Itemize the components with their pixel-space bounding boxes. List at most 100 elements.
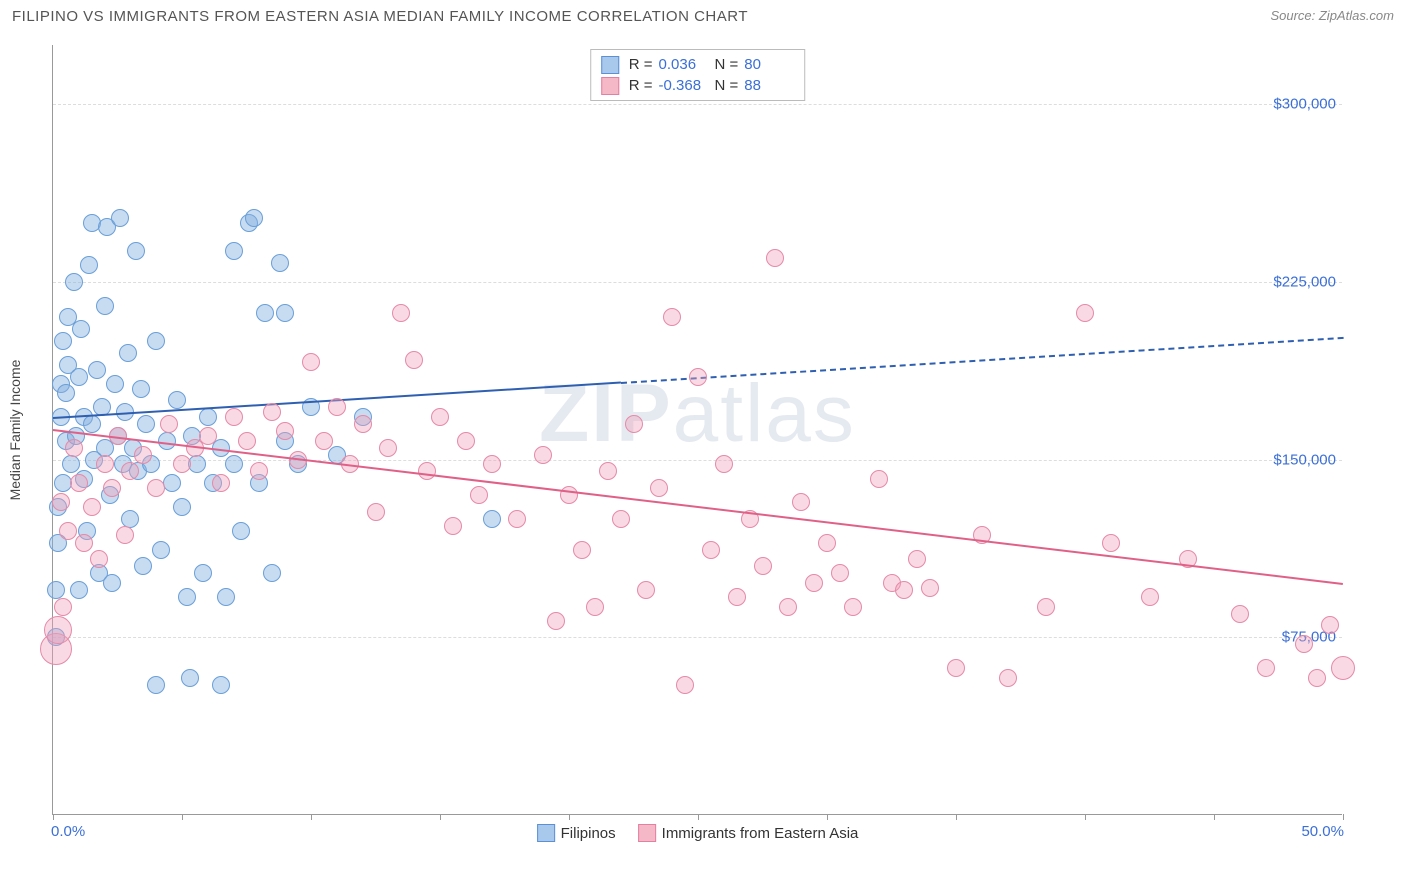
data-point	[1231, 605, 1249, 623]
trend-line-dashed	[621, 336, 1344, 383]
data-point	[245, 209, 263, 227]
data-point	[163, 474, 181, 492]
x-tick	[827, 814, 828, 820]
data-point	[908, 550, 926, 568]
data-point	[302, 353, 320, 371]
data-point	[75, 534, 93, 552]
correlation-stats-box: R = 0.036 N = 80R = -0.368 N = 88	[590, 49, 806, 101]
data-point	[152, 541, 170, 559]
data-point	[921, 579, 939, 597]
data-point	[379, 439, 397, 457]
data-point	[1257, 659, 1275, 677]
data-point	[127, 242, 145, 260]
data-point	[1102, 534, 1120, 552]
data-point	[72, 320, 90, 338]
data-point	[173, 498, 191, 516]
scatter-chart: Median Family Income ZIPatlas R = 0.036 …	[52, 45, 1342, 815]
data-point	[70, 474, 88, 492]
data-point	[70, 368, 88, 386]
data-point	[831, 564, 849, 582]
series-legend: Filipinos Immigrants from Eastern Asia	[537, 824, 859, 842]
gridline-horizontal	[53, 637, 1342, 638]
data-point	[818, 534, 836, 552]
data-point	[663, 308, 681, 326]
x-tick	[956, 814, 957, 820]
data-point	[96, 297, 114, 315]
data-point	[199, 408, 217, 426]
data-point	[47, 581, 65, 599]
x-axis-start-label: 0.0%	[51, 823, 85, 840]
data-point	[121, 462, 139, 480]
legend-label: Immigrants from Eastern Asia	[662, 825, 859, 842]
legend-item: Immigrants from Eastern Asia	[638, 824, 859, 842]
x-tick	[569, 814, 570, 820]
legend-item: Filipinos	[537, 824, 616, 842]
data-point	[276, 422, 294, 440]
data-point	[132, 380, 150, 398]
data-point	[178, 588, 196, 606]
data-point	[431, 408, 449, 426]
data-point	[354, 415, 372, 433]
data-point	[470, 486, 488, 504]
data-point	[689, 368, 707, 386]
data-point	[54, 332, 72, 350]
stats-row: R = 0.036 N = 80	[601, 54, 795, 75]
data-point	[1076, 304, 1094, 322]
data-point	[1037, 598, 1055, 616]
data-point	[444, 517, 462, 535]
data-point	[870, 470, 888, 488]
x-tick	[440, 814, 441, 820]
data-point	[59, 522, 77, 540]
data-point	[181, 669, 199, 687]
trend-line-solid	[53, 429, 1343, 585]
data-point	[405, 351, 423, 369]
x-tick	[1214, 814, 1215, 820]
data-point	[263, 403, 281, 421]
data-point	[367, 503, 385, 521]
data-point	[225, 408, 243, 426]
data-point	[676, 676, 694, 694]
y-tick-label: $300,000	[1273, 96, 1336, 113]
data-point	[70, 581, 88, 599]
data-point	[328, 398, 346, 416]
data-point	[534, 446, 552, 464]
data-point	[599, 462, 617, 480]
data-point	[779, 598, 797, 616]
data-point	[199, 427, 217, 445]
data-point	[263, 564, 281, 582]
stats-swatch	[601, 56, 619, 74]
data-point	[392, 304, 410, 322]
data-point	[65, 273, 83, 291]
data-point	[194, 564, 212, 582]
gridline-horizontal	[53, 104, 1342, 105]
source-attribution: Source: ZipAtlas.com	[1270, 8, 1394, 23]
data-point	[44, 616, 72, 644]
data-point	[895, 581, 913, 599]
x-tick	[53, 814, 54, 820]
data-point	[121, 510, 139, 528]
gridline-horizontal	[53, 282, 1342, 283]
data-point	[702, 541, 720, 559]
data-point	[1331, 656, 1355, 680]
data-point	[168, 391, 186, 409]
data-point	[65, 439, 83, 457]
data-point	[147, 332, 165, 350]
x-tick	[698, 814, 699, 820]
data-point	[80, 256, 98, 274]
data-point	[147, 479, 165, 497]
data-point	[271, 254, 289, 272]
data-point	[250, 462, 268, 480]
y-tick-label: $150,000	[1273, 451, 1336, 468]
data-point	[90, 550, 108, 568]
data-point	[225, 455, 243, 473]
data-point	[57, 384, 75, 402]
data-point	[586, 598, 604, 616]
x-tick	[182, 814, 183, 820]
data-point	[457, 432, 475, 450]
data-point	[173, 455, 191, 473]
data-point	[96, 455, 114, 473]
data-point	[999, 669, 1017, 687]
data-point	[418, 462, 436, 480]
data-point	[1321, 616, 1339, 634]
data-point	[134, 557, 152, 575]
